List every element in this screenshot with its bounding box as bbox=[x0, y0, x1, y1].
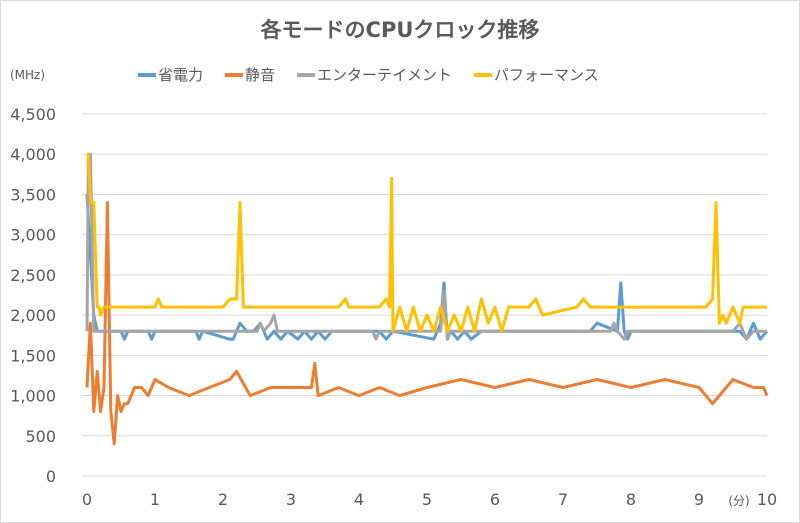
y-tick-label: 4,000 bbox=[10, 145, 56, 164]
legend-label: パフォーマンス bbox=[494, 66, 599, 84]
x-axis-unit: (分) bbox=[728, 494, 749, 508]
series-line bbox=[85, 201, 769, 446]
x-tick-label: 0 bbox=[82, 490, 92, 509]
y-tick-label: 1,000 bbox=[10, 387, 56, 406]
y-tick-label: 2,000 bbox=[10, 306, 56, 325]
legend-swatch-icon bbox=[138, 72, 156, 77]
y-tick-label: 3,500 bbox=[10, 185, 56, 204]
legend-swatch-icon bbox=[225, 72, 244, 77]
legend-item: エンターテイメント bbox=[297, 64, 452, 85]
x-tick-label: 4 bbox=[354, 490, 364, 509]
x-tick-label: 1 bbox=[150, 490, 160, 509]
x-tick-label: 10 bbox=[757, 490, 777, 509]
series-line bbox=[85, 152, 767, 341]
legend-item: 省電力 bbox=[138, 64, 203, 85]
y-tick-label: 0 bbox=[46, 467, 56, 486]
legend: 省電力 静音 エンターテイメント パフォーマンス bbox=[138, 64, 599, 85]
x-tick-label: 7 bbox=[558, 490, 568, 509]
series-line bbox=[86, 152, 767, 333]
x-tick-label: 8 bbox=[626, 490, 636, 509]
x-tick-label: 5 bbox=[422, 490, 432, 509]
legend-item: 静音 bbox=[225, 64, 275, 85]
y-tick-label: 2,500 bbox=[10, 266, 56, 285]
y-tick-label: 1,500 bbox=[10, 346, 56, 365]
y-axis-unit: (MHz) bbox=[10, 68, 46, 82]
y-tick-label: 4,500 bbox=[10, 105, 56, 124]
x-tick-label: 6 bbox=[490, 490, 500, 509]
legend-label: 静音 bbox=[245, 66, 276, 84]
legend-swatch-icon bbox=[474, 72, 493, 77]
x-tick-label: 3 bbox=[286, 490, 296, 509]
legend-swatch-icon bbox=[297, 72, 316, 77]
legend-label: エンターテイメント bbox=[317, 66, 453, 84]
legend-item: パフォーマンス bbox=[474, 64, 599, 85]
y-tick-label: 3,000 bbox=[10, 226, 56, 245]
chart-title: 各モードのCPUクロック推移 bbox=[260, 18, 540, 42]
x-tick-label: 9 bbox=[694, 490, 704, 509]
legend-label: 省電力 bbox=[158, 66, 204, 84]
x-tick-label: 2 bbox=[218, 490, 228, 509]
y-tick-label: 500 bbox=[25, 427, 56, 446]
